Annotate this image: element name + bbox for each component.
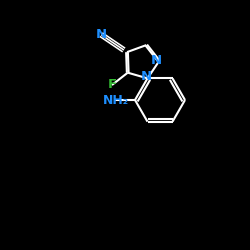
Text: N: N (151, 54, 162, 66)
Text: N: N (141, 70, 152, 83)
Text: F: F (108, 78, 116, 92)
Text: N: N (96, 28, 107, 41)
Text: NH₂: NH₂ (103, 94, 129, 106)
